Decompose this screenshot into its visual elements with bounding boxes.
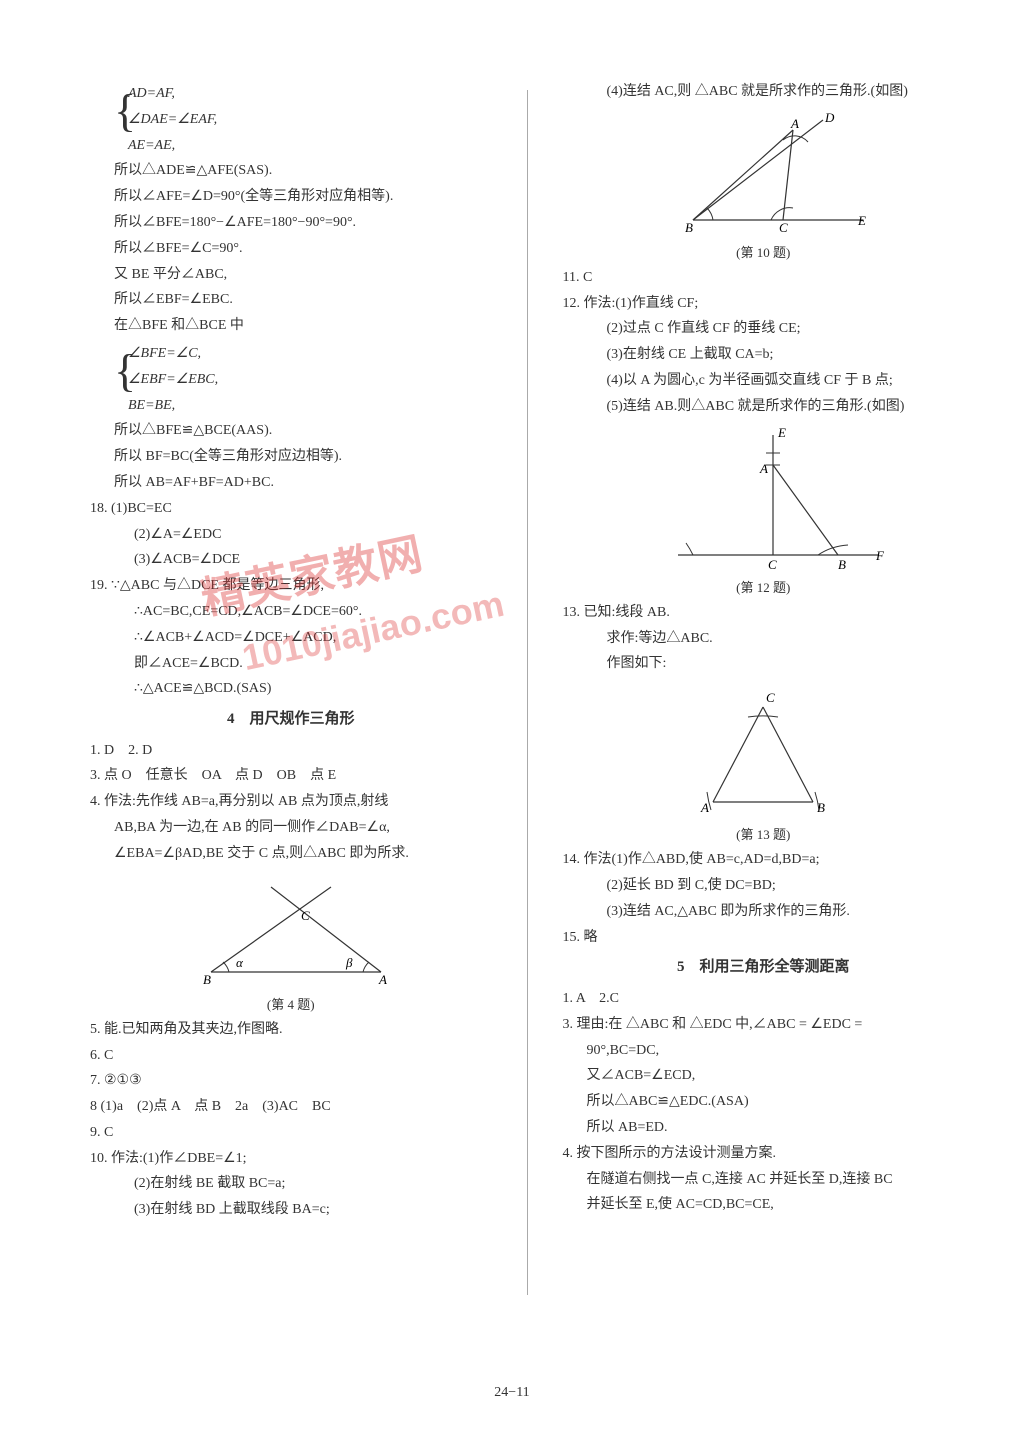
q19-5: ∴△ACE≌△BCD.(SAS) bbox=[90, 677, 492, 701]
brace-left-icon: { bbox=[114, 340, 128, 419]
r12-3: (3)在射线 CE 上截取 CA=b; bbox=[563, 343, 965, 367]
s4-10-3: (3)在射线 BD 上截取线段 BA=c; bbox=[90, 1198, 492, 1222]
figure-13-caption: (第 13 题) bbox=[563, 824, 965, 846]
figure-13: C A B (第 13 题) bbox=[563, 682, 965, 846]
r12-5: (5)连结 AB.则△ABC 就是所求作的三角形.(如图) bbox=[563, 395, 965, 419]
s4-8: 8 (1)a (2)点 A 点 B 2a (3)AC BC bbox=[90, 1095, 492, 1119]
s5-3c: 又∠ACB=∠ECD, bbox=[563, 1064, 965, 1088]
line-text: 所以 AB=AF+BF=AD+BC. bbox=[90, 471, 492, 495]
svg-text:α: α bbox=[236, 955, 244, 970]
figure-4-svg: C α β B A bbox=[181, 872, 401, 992]
r12: 12. 作法:(1)作直线 CF; bbox=[563, 292, 965, 316]
svg-text:B: B bbox=[685, 220, 693, 235]
svg-text:F: F bbox=[875, 548, 885, 563]
r10-4: (4)连结 AC,则 △ABC 就是所求作的三角形.(如图) bbox=[563, 80, 965, 104]
r14-2: (2)延长 BD 到 C,使 DC=BD; bbox=[563, 874, 965, 898]
brace1-line2: ∠DAE=∠EAF, bbox=[128, 108, 217, 132]
line-text: 在△BFE 和△BCE 中 bbox=[90, 314, 492, 338]
brace2-line3: BE=BE, bbox=[128, 394, 218, 418]
section-5-title: 5 利用三角形全等测距离 bbox=[563, 955, 965, 981]
svg-text:β: β bbox=[345, 955, 353, 970]
r11: 11. C bbox=[563, 266, 965, 290]
svg-text:C: C bbox=[766, 690, 775, 705]
s4-10: 10. 作法:(1)作∠DBE=∠1; bbox=[90, 1147, 492, 1171]
svg-text:C: C bbox=[768, 557, 777, 572]
svg-text:A: A bbox=[790, 116, 799, 131]
s5-3e: 所以 AB=ED. bbox=[563, 1116, 965, 1140]
line-text: 又 BE 平分∠ABC, bbox=[90, 263, 492, 287]
svg-text:A: A bbox=[378, 972, 387, 987]
q19-4: 即∠ACE=∠BCD. bbox=[90, 652, 492, 676]
brace2-line1: ∠BFE=∠C, bbox=[128, 342, 218, 366]
q18-2: (2)∠A=∠EDC bbox=[90, 523, 492, 547]
r12-2: (2)过点 C 作直线 CF 的垂线 CE; bbox=[563, 317, 965, 341]
s4-10-2: (2)在射线 BE 截取 BC=a; bbox=[90, 1172, 492, 1196]
r14: 14. 作法(1)作△ABD,使 AB=c,AD=d,BD=a; bbox=[563, 848, 965, 872]
q19-3: ∴∠ACB+∠ACD=∠DCE+∠ACD, bbox=[90, 626, 492, 650]
figure-10-caption: (第 10 题) bbox=[563, 242, 965, 264]
line-text: 所以△ADE≌△AFE(SAS). bbox=[90, 159, 492, 183]
s4-4b: AB,BA 为一边,在 AB 的同一侧作∠DAB=∠α, bbox=[90, 816, 492, 840]
s4-9: 9. C bbox=[90, 1121, 492, 1145]
column-divider bbox=[527, 90, 528, 1295]
brace1-line1: AD=AF, bbox=[128, 82, 217, 106]
svg-text:E: E bbox=[857, 213, 866, 228]
s5-4c: 并延长至 E,使 AC=CD,BC=CE, bbox=[563, 1193, 965, 1217]
r13-2: 求作:等边△ABC. bbox=[563, 627, 965, 651]
s4-4: 4. 作法:先作线 AB=a,再分别以 AB 点为顶点,射线 bbox=[90, 790, 492, 814]
brace-left-icon: { bbox=[114, 80, 128, 159]
s5-1: 1. A 2.C bbox=[563, 987, 965, 1011]
svg-text:C: C bbox=[301, 908, 310, 923]
figure-4-caption: (第 4 题) bbox=[90, 994, 492, 1016]
r15: 15. 略 bbox=[563, 926, 965, 950]
figure-10-svg: A D B C E bbox=[653, 110, 873, 240]
figure-4: C α β B A (第 4 题) bbox=[90, 872, 492, 1016]
page-number: 24−11 bbox=[0, 1381, 1024, 1405]
figure-10: A D B C E (第 10 题) bbox=[563, 110, 965, 264]
r13: 13. 已知:线段 AB. bbox=[563, 601, 965, 625]
figure-12: E A C B F (第 12 题) bbox=[563, 425, 965, 599]
brace1-line3: AE=AE, bbox=[128, 134, 217, 158]
s5-3b: 90°,BC=DC, bbox=[563, 1039, 965, 1063]
r14-3: (3)连结 AC,△ABC 即为所求作的三角形. bbox=[563, 900, 965, 924]
svg-text:A: A bbox=[700, 800, 709, 815]
s4-1: 1. D 2. D bbox=[90, 739, 492, 763]
r12-4: (4)以 A 为圆心,c 为半径画弧交直线 CF 于 B 点; bbox=[563, 369, 965, 393]
s5-3d: 所以△ABC≌△EDC.(ASA) bbox=[563, 1090, 965, 1114]
s4-3: 3. 点 O 任意长 OA 点 D OB 点 E bbox=[90, 764, 492, 788]
figure-13-svg: C A B bbox=[683, 682, 843, 822]
r13-3: 作图如下: bbox=[563, 652, 965, 676]
q19-2: ∴AC=BC,CE=CD,∠ACB=∠DCE=60°. bbox=[90, 600, 492, 624]
q18-1: 18. (1)BC=EC bbox=[90, 497, 492, 521]
figure-12-caption: (第 12 题) bbox=[563, 577, 965, 599]
s4-5: 5. 能.已知两角及其夹边,作图略. bbox=[90, 1018, 492, 1042]
svg-text:C: C bbox=[779, 220, 788, 235]
line-text: 所以△BFE≌△BCE(AAS). bbox=[90, 419, 492, 443]
s4-6: 6. C bbox=[90, 1044, 492, 1068]
figure-12-svg: E A C B F bbox=[638, 425, 888, 575]
brace2-line2: ∠EBF=∠EBC, bbox=[128, 368, 218, 392]
line-text: 所以∠AFE=∠D=90°(全等三角形对应角相等). bbox=[90, 185, 492, 209]
line-text: 所以∠BFE=180°−∠AFE=180°−90°=90°. bbox=[90, 211, 492, 235]
s5-3: 3. 理由:在 △ABC 和 △EDC 中,∠ABC = ∠EDC = bbox=[563, 1013, 965, 1037]
s4-7: 7. ②①③ bbox=[90, 1069, 492, 1093]
q18-3: (3)∠ACB=∠DCE bbox=[90, 548, 492, 572]
line-text: 所以∠EBF=∠EBC. bbox=[90, 288, 492, 312]
s5-4: 4. 按下图所示的方法设计测量方案. bbox=[563, 1142, 965, 1166]
svg-text:E: E bbox=[777, 425, 786, 440]
line-text: 所以∠BFE=∠C=90°. bbox=[90, 237, 492, 261]
section-4-title: 4 用尺规作三角形 bbox=[90, 707, 492, 733]
line-text: 所以 BF=BC(全等三角形对应边相等). bbox=[90, 445, 492, 469]
svg-text:B: B bbox=[203, 972, 211, 987]
svg-text:B: B bbox=[817, 800, 825, 815]
svg-text:A: A bbox=[759, 461, 768, 476]
s5-4b: 在隧道右侧找一点 C,连接 AC 并延长至 D,连接 BC bbox=[563, 1168, 965, 1192]
svg-text:B: B bbox=[838, 557, 846, 572]
svg-text:D: D bbox=[824, 110, 835, 125]
s4-4c: ∠EBA=∠βAD,BE 交于 C 点,则△ABC 即为所求. bbox=[90, 842, 492, 866]
brace-group-2: { ∠BFE=∠C, ∠EBF=∠EBC, BE=BE, bbox=[114, 340, 492, 419]
q19-1: 19. ∵△ABC 与△DCE 都是等边三角形, bbox=[90, 574, 492, 598]
brace-group-1: { AD=AF, ∠DAE=∠EAF, AE=AE, bbox=[114, 80, 492, 159]
